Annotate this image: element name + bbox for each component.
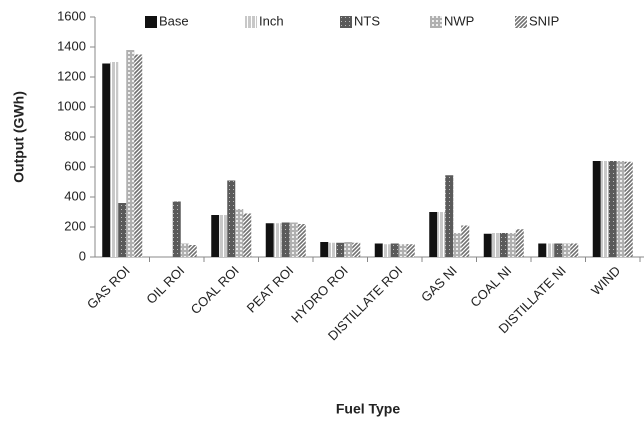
y-tick-label: 1000	[57, 98, 86, 113]
x-tick-label: COAL NI	[467, 263, 514, 310]
x-tick-label: COAL ROI	[188, 263, 242, 317]
y-axis-title: Output (GWh)	[11, 91, 27, 183]
bar	[134, 54, 143, 257]
bar	[235, 209, 244, 257]
bar	[352, 242, 361, 257]
bar	[172, 201, 181, 257]
bar	[344, 242, 353, 257]
bar	[600, 161, 609, 257]
bar	[102, 63, 111, 257]
x-tick-label: GAS NI	[418, 263, 460, 305]
bar	[406, 244, 415, 257]
bar	[429, 212, 438, 257]
legend-swatch	[430, 16, 442, 28]
bar	[390, 243, 399, 257]
bar	[491, 233, 500, 257]
bar	[227, 180, 236, 257]
bar	[211, 215, 220, 257]
bar	[592, 161, 601, 257]
bar	[374, 243, 383, 257]
y-tick-label: 400	[64, 188, 86, 203]
x-tick-label: PEAT ROI	[244, 263, 297, 316]
legend-label: NTS	[354, 13, 380, 28]
y-tick-label: 200	[64, 218, 86, 233]
bar	[616, 161, 625, 257]
legend-label: SNIP	[529, 13, 559, 28]
legend-swatch	[515, 16, 527, 28]
bar	[398, 244, 407, 257]
bar	[180, 243, 189, 257]
bar	[624, 161, 633, 257]
bar	[297, 224, 306, 257]
legend-swatch	[340, 16, 352, 28]
y-tick-label: 0	[79, 248, 86, 263]
legend-label: Inch	[259, 13, 284, 28]
y-tick-label: 1200	[57, 68, 86, 83]
bar	[243, 213, 252, 257]
legend-label: Base	[159, 13, 189, 28]
bar	[336, 242, 345, 257]
x-tick-label: OIL ROI	[143, 263, 187, 307]
bar	[445, 175, 454, 257]
bar	[437, 212, 446, 257]
bar	[608, 161, 617, 257]
bar	[554, 243, 563, 257]
bar	[219, 215, 228, 257]
bar	[328, 242, 337, 257]
y-tick-label: 800	[64, 128, 86, 143]
bar	[281, 222, 290, 257]
bar	[265, 223, 274, 257]
bar	[110, 62, 119, 257]
bar	[562, 243, 571, 257]
x-tick-label: GAS ROI	[84, 263, 133, 312]
bar	[546, 243, 555, 257]
y-tick-label: 1400	[57, 38, 86, 53]
bar	[126, 50, 135, 257]
legend-label: NWP	[444, 13, 474, 28]
legend-swatch	[245, 16, 257, 28]
legend-swatch	[145, 16, 157, 28]
bar	[570, 243, 579, 257]
y-tick-label: 600	[64, 158, 86, 173]
bar	[483, 233, 492, 257]
bar	[538, 243, 547, 257]
x-tick-label: WIND	[588, 263, 623, 298]
bar	[515, 229, 524, 257]
x-axis-title: Fuel Type	[336, 401, 401, 417]
bar	[507, 233, 516, 257]
bar	[273, 223, 282, 257]
bar	[188, 245, 197, 257]
bar	[382, 244, 391, 257]
bar	[118, 203, 127, 257]
bar	[461, 225, 470, 257]
bar	[453, 233, 462, 257]
y-tick-label: 1600	[57, 8, 86, 23]
bar	[289, 222, 298, 257]
bar	[499, 233, 508, 257]
bar	[320, 242, 329, 257]
